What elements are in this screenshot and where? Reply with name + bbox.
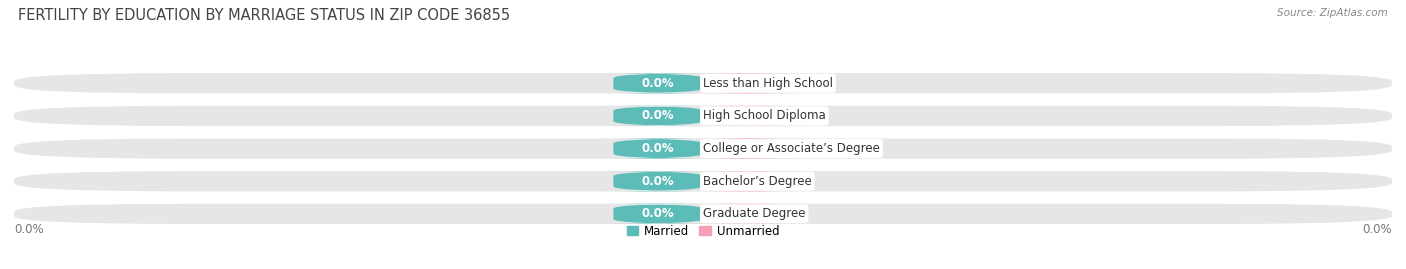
Text: College or Associate’s Degree: College or Associate’s Degree xyxy=(703,142,880,155)
Text: 0.0%: 0.0% xyxy=(731,109,763,122)
Text: 0.0%: 0.0% xyxy=(643,175,675,188)
FancyBboxPatch shape xyxy=(14,171,1392,191)
Text: 0.0%: 0.0% xyxy=(731,175,763,188)
Text: 0.0%: 0.0% xyxy=(643,109,675,122)
FancyBboxPatch shape xyxy=(14,73,1392,93)
Text: High School Diploma: High School Diploma xyxy=(703,109,825,122)
Text: FERTILITY BY EDUCATION BY MARRIAGE STATUS IN ZIP CODE 36855: FERTILITY BY EDUCATION BY MARRIAGE STATU… xyxy=(18,8,510,23)
FancyBboxPatch shape xyxy=(599,73,717,93)
Text: 0.0%: 0.0% xyxy=(643,207,675,220)
FancyBboxPatch shape xyxy=(599,139,717,159)
FancyBboxPatch shape xyxy=(689,139,807,159)
FancyBboxPatch shape xyxy=(14,204,1392,224)
Text: Source: ZipAtlas.com: Source: ZipAtlas.com xyxy=(1277,8,1388,18)
FancyBboxPatch shape xyxy=(689,106,807,126)
Text: 0.0%: 0.0% xyxy=(731,142,763,155)
Text: 0.0%: 0.0% xyxy=(731,77,763,90)
FancyBboxPatch shape xyxy=(599,171,717,191)
FancyBboxPatch shape xyxy=(689,171,807,191)
Text: 0.0%: 0.0% xyxy=(1362,223,1392,236)
Text: Graduate Degree: Graduate Degree xyxy=(703,207,806,220)
Text: Less than High School: Less than High School xyxy=(703,77,832,90)
Legend: Married, Unmarried: Married, Unmarried xyxy=(621,220,785,242)
Text: 0.0%: 0.0% xyxy=(643,142,675,155)
FancyBboxPatch shape xyxy=(689,73,807,93)
Text: 0.0%: 0.0% xyxy=(14,223,44,236)
Text: Bachelor’s Degree: Bachelor’s Degree xyxy=(703,175,811,188)
Text: 0.0%: 0.0% xyxy=(731,207,763,220)
FancyBboxPatch shape xyxy=(14,139,1392,159)
FancyBboxPatch shape xyxy=(689,204,807,224)
FancyBboxPatch shape xyxy=(599,106,717,126)
FancyBboxPatch shape xyxy=(599,204,717,224)
FancyBboxPatch shape xyxy=(14,106,1392,126)
Text: 0.0%: 0.0% xyxy=(643,77,675,90)
